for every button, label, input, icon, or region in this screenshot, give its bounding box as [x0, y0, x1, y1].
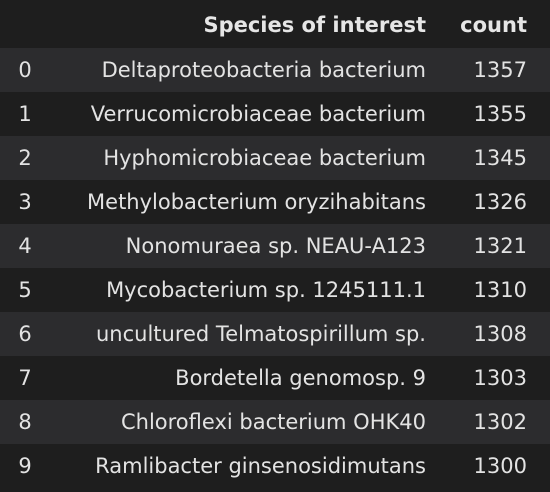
species-cell: Chloroflexi bacterium OHK40: [120, 410, 426, 434]
species-cell: Bordetella genomosp. 9: [175, 366, 426, 390]
column-header-count: count: [460, 13, 527, 37]
table-row: 6 uncultured Telmatospirillum sp. 1308: [0, 312, 550, 356]
table-header: Species of interest count: [0, 0, 550, 48]
count-cell: 1310: [473, 278, 527, 302]
row-index: 8: [18, 410, 32, 434]
row-index: 7: [18, 366, 32, 390]
species-cell: uncultured Telmatospirillum sp.: [95, 322, 426, 346]
species-cell: Methylobacterium oryzihabitans: [87, 190, 426, 214]
column-header-species: Species of interest: [203, 13, 426, 37]
count-cell: 1345: [473, 146, 527, 170]
count-cell: 1355: [473, 102, 527, 126]
row-index: 9: [18, 454, 32, 478]
row-index: 4: [18, 234, 32, 258]
row-index: 5: [18, 278, 32, 302]
table-row: 9 Ramlibacter ginsenosidimutans 1300: [0, 444, 550, 488]
row-index: 0: [18, 58, 32, 82]
table-row: 0 Deltaproteobacteria bacterium 1357: [0, 48, 550, 92]
table-row: 4 Nonomuraea sp. NEAU-A123 1321: [0, 224, 550, 268]
table-row: 7 Bordetella genomosp. 9 1303: [0, 356, 550, 400]
count-cell: 1308: [473, 322, 527, 346]
species-cell: Nonomuraea sp. NEAU-A123: [125, 234, 426, 258]
count-cell: 1357: [473, 58, 527, 82]
species-cell: Hyphomicrobiaceae bacterium: [103, 146, 426, 170]
table-row: 5 Mycobacterium sp. 1245111.1 1310: [0, 268, 550, 312]
row-index: 6: [18, 322, 32, 346]
count-cell: 1303: [473, 366, 527, 390]
table-row: 3 Methylobacterium oryzihabitans 1326: [0, 180, 550, 224]
row-index: 1: [18, 102, 32, 126]
species-cell: Ramlibacter ginsenosidimutans: [95, 454, 426, 478]
table-row: 1 Verrucomicrobiaceae bacterium 1355: [0, 92, 550, 136]
count-cell: 1326: [473, 190, 527, 214]
count-cell: 1321: [473, 234, 527, 258]
row-index: 2: [18, 146, 32, 170]
table-row: 8 Chloroflexi bacterium OHK40 1302: [0, 400, 550, 444]
species-cell: Verrucomicrobiaceae bacterium: [90, 102, 426, 126]
species-cell: Mycobacterium sp. 1245111.1: [106, 278, 426, 302]
row-index: 3: [18, 190, 32, 214]
count-cell: 1300: [473, 454, 527, 478]
table-row: 2 Hyphomicrobiaceae bacterium 1345: [0, 136, 550, 180]
count-cell: 1302: [473, 410, 527, 434]
species-cell: Deltaproteobacteria bacterium: [101, 58, 426, 82]
